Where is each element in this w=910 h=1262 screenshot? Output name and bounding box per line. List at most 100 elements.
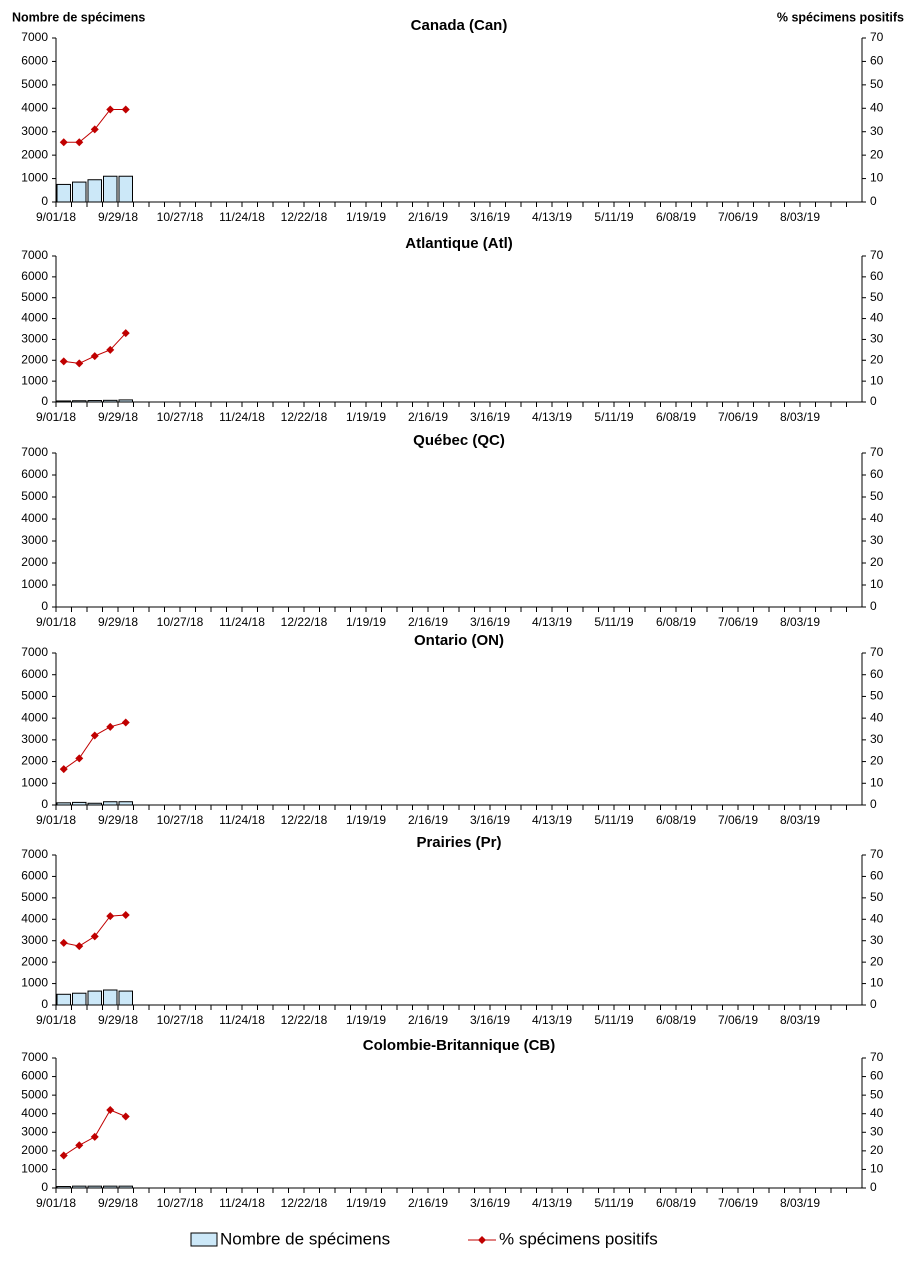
x-tick-label: 11/24/18 bbox=[219, 615, 265, 629]
point bbox=[59, 357, 68, 366]
y2-tick-label: 70 bbox=[870, 248, 884, 262]
y-tick-label: 5000 bbox=[21, 1087, 48, 1101]
y-tick-label: 0 bbox=[41, 599, 48, 613]
x-tick-label: 4/13/19 bbox=[532, 615, 572, 629]
y-tick-label: 7000 bbox=[21, 30, 48, 44]
point bbox=[121, 1112, 130, 1121]
y2-tick-label: 40 bbox=[870, 1106, 884, 1120]
point bbox=[121, 911, 130, 919]
x-tick-label: 5/11/19 bbox=[594, 1196, 633, 1210]
y-tick-label: 2000 bbox=[21, 555, 48, 569]
x-tick-label: 4/13/19 bbox=[532, 410, 572, 424]
y2-tick-label: 20 bbox=[870, 1143, 884, 1157]
legend: Nombre de spécimens % spécimens positifs bbox=[190, 1229, 658, 1248]
x-tick-label: 4/13/19 bbox=[532, 813, 572, 827]
y-tick-label: 1000 bbox=[21, 577, 48, 591]
x-tick-label: 9/29/18 bbox=[98, 813, 138, 827]
y2-tick-label: 10 bbox=[870, 373, 884, 387]
x-tick-label: 10/27/18 bbox=[157, 813, 204, 827]
y2-tick-label: 40 bbox=[870, 710, 884, 724]
chart-title: Prairies (Pr) bbox=[416, 834, 501, 851]
point bbox=[90, 932, 99, 941]
y-tick-label: 7000 bbox=[21, 1050, 48, 1064]
y2-tick-label: 30 bbox=[870, 732, 884, 746]
y-tick-label: 4000 bbox=[21, 911, 48, 925]
x-tick-label: 10/27/18 bbox=[157, 410, 204, 424]
y2-tick-label: 0 bbox=[870, 997, 877, 1011]
y2-tick-label: 20 bbox=[870, 147, 884, 161]
x-tick-label: 3/16/19 bbox=[470, 210, 510, 224]
y-tick-label: 5000 bbox=[21, 689, 48, 703]
chart: Prairies (Pr) 0 1000 2000 3000 4000 5000 6000 70… bbox=[21, 834, 883, 1027]
x-tick-label: 6/08/19 bbox=[656, 1196, 696, 1210]
bar bbox=[56, 183, 71, 203]
legend-label: % spécimens positifs bbox=[499, 1229, 658, 1248]
x-tick-label: 2/16/19 bbox=[408, 1196, 448, 1210]
chart-title: Ontario (ON) bbox=[414, 632, 504, 649]
y2-tick-label: 60 bbox=[870, 269, 884, 283]
y-tick-label: 1000 bbox=[21, 171, 48, 185]
y-tick-label: 7000 bbox=[21, 248, 48, 262]
y2-tick-label: 10 bbox=[870, 1162, 884, 1176]
y-tick-label: 3000 bbox=[21, 732, 48, 746]
line bbox=[63, 914, 126, 947]
x-tick-label: 12/22/18 bbox=[281, 615, 328, 629]
bar bbox=[118, 175, 133, 203]
legend-swatch bbox=[190, 1232, 218, 1247]
y-tick-label: 2000 bbox=[21, 954, 48, 968]
y2-tick-label: 10 bbox=[870, 775, 884, 789]
x-tick-label: 7/06/19 bbox=[718, 1013, 758, 1027]
y2-tick-label: 60 bbox=[870, 1069, 884, 1083]
point bbox=[59, 1151, 68, 1160]
y2-tick-label: 10 bbox=[870, 171, 884, 185]
x-tick-label: 5/11/19 bbox=[594, 410, 633, 424]
y2-tick-label: 60 bbox=[870, 54, 884, 68]
x-tick-label: 9/01/18 bbox=[36, 410, 76, 424]
x-tick-label: 12/22/18 bbox=[281, 1196, 328, 1210]
y-tick-label: 3000 bbox=[21, 124, 48, 138]
bar bbox=[72, 181, 87, 203]
legend-marker bbox=[478, 1236, 486, 1244]
x-tick-label: 8/03/19 bbox=[780, 1013, 820, 1027]
x-tick-label: 3/16/19 bbox=[470, 1013, 510, 1027]
x-tick-label: 9/01/18 bbox=[36, 813, 76, 827]
x-tick-label: 9/01/18 bbox=[36, 615, 76, 629]
point bbox=[90, 1132, 99, 1141]
x-tick-label: 9/29/18 bbox=[98, 210, 138, 224]
y-tick-label: 1000 bbox=[21, 775, 48, 789]
x-tick-label: 7/06/19 bbox=[718, 1196, 758, 1210]
point bbox=[75, 754, 84, 763]
x-tick-label: 4/13/19 bbox=[532, 210, 572, 224]
x-tick-label: 6/08/19 bbox=[656, 615, 696, 629]
x-tick-label: 9/01/18 bbox=[36, 1013, 76, 1027]
point bbox=[106, 722, 115, 731]
line bbox=[63, 1109, 126, 1156]
bar bbox=[118, 990, 133, 1006]
y2-tick-label: 70 bbox=[870, 645, 884, 659]
x-tick-label: 1/19/19 bbox=[346, 210, 386, 224]
y-tick-label: 4000 bbox=[21, 311, 48, 325]
y2-tick-label: 60 bbox=[870, 869, 884, 883]
x-tick-label: 2/16/19 bbox=[408, 210, 448, 224]
y2-tick-label: 0 bbox=[870, 194, 877, 208]
bar bbox=[87, 400, 102, 403]
y-tick-label: 3000 bbox=[21, 933, 48, 947]
y-tick-label: 6000 bbox=[21, 269, 48, 283]
chart: Québec (QC) 0 1000 2000 3000 4000 5000 6000 7000… bbox=[21, 432, 883, 629]
y2-tick-label: 10 bbox=[870, 577, 884, 591]
y-axis-label: Nombre de spécimens bbox=[12, 10, 145, 24]
bar bbox=[87, 990, 102, 1006]
x-tick-label: 4/13/19 bbox=[532, 1196, 572, 1210]
bar bbox=[72, 1185, 87, 1189]
y2-tick-label: 30 bbox=[870, 933, 884, 947]
y-tick-label: 4000 bbox=[21, 100, 48, 114]
point bbox=[106, 345, 115, 354]
y2-tick-label: 70 bbox=[870, 30, 884, 44]
x-tick-label: 9/01/18 bbox=[36, 1196, 76, 1210]
y2-tick-label: 20 bbox=[870, 352, 884, 366]
y2-tick-label: 0 bbox=[870, 599, 877, 613]
point bbox=[59, 138, 68, 147]
x-tick-label: 8/03/19 bbox=[780, 410, 820, 424]
x-tick-label: 11/24/18 bbox=[219, 1013, 265, 1027]
chart: Canada (Can) Nombre de spécimens % spécime… bbox=[12, 10, 904, 224]
